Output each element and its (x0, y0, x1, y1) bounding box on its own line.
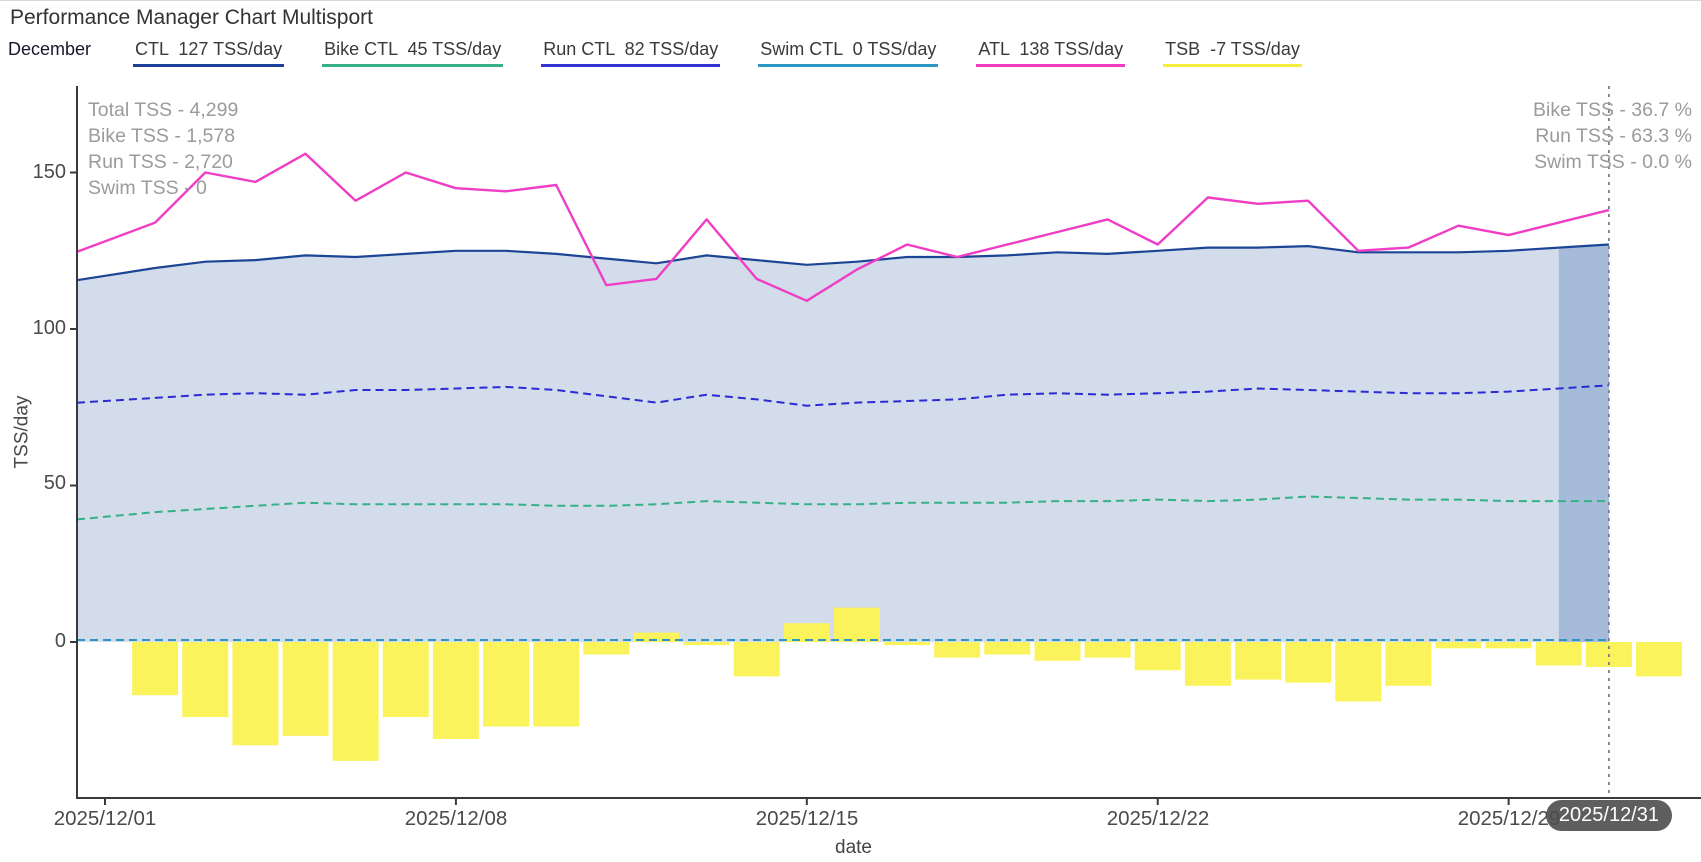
tsb-bar (182, 642, 229, 718)
total-tss-annotation: Total TSS - 4,299 Bike TSS - 1,578 Run T… (88, 97, 238, 201)
x-tick-dec15: 2025/12/15 (755, 807, 859, 830)
legend-item-swim-ctl[interactable]: Swim CTL 0 TSS/day (758, 37, 939, 67)
tsb-bar (432, 642, 479, 739)
tsb-bar (683, 642, 730, 646)
page-title: Performance Manager Chart Multisport (10, 6, 373, 29)
tsb-bar (382, 642, 429, 718)
y-tick-50: 50 (43, 472, 66, 494)
tsb-bar (483, 642, 529, 727)
tsb-bar (1235, 642, 1281, 680)
x-tick-dec08: 2025/12/08 (404, 807, 508, 830)
x-tick-dec01: 2025/12/01 (53, 807, 157, 830)
tsb-bar (1184, 642, 1231, 686)
y-tick-0: 0 (54, 630, 66, 652)
tsb-bar (1335, 642, 1382, 702)
ctl-area-fill (77, 244, 1609, 642)
y-axis-title: TSS/day (11, 395, 33, 469)
bike-ctl-line (76, 495, 1609, 521)
atl-line (76, 152, 1610, 302)
tsb-bar (633, 632, 680, 642)
tsb-bar (583, 642, 630, 655)
y-tick-150: 150 (32, 161, 66, 183)
bike-tss-line: Bike TSS - 1,578 (88, 125, 236, 147)
tss-percent-annotation: Bike TSS - 36.7 % Run TSS - 63.3 % Swim … (1533, 97, 1692, 175)
legend-item-tsb[interactable]: TSB -7 TSS/day (1163, 37, 1302, 67)
tsb-bar (1285, 642, 1332, 683)
x-axis-title: date (835, 837, 872, 858)
legend-item-bike-ctl[interactable]: Bike CTL 45 TSS/day (322, 37, 504, 67)
tsb-bar (934, 642, 981, 658)
month-label: December (8, 39, 92, 59)
tsb-bar (834, 607, 880, 642)
x-tick-dec29: 2025/12/29 (1457, 807, 1561, 830)
cursor-date-badge: 2025/12/31 (1545, 800, 1672, 831)
tsb-bar (1485, 642, 1532, 649)
tsb-bar (533, 642, 580, 727)
tsb-bar (1385, 642, 1432, 686)
legend-item-ctl[interactable]: CTL 127 TSS/day (133, 37, 285, 67)
tsb-bar (1535, 642, 1582, 666)
run-ctl-line (76, 384, 1609, 407)
tsb-bar (783, 623, 830, 642)
tsb-bar (232, 642, 279, 746)
legend-item-atl[interactable]: ATL 138 TSS/day (976, 37, 1126, 67)
tsb-bar (282, 642, 329, 736)
x-tick-dec22: 2025/12/22 (1106, 807, 1210, 830)
bike-tss-pct-line: Bike TSS - 36.7 % (1533, 99, 1692, 121)
tsb-bar (132, 642, 179, 696)
tsb-bar (332, 642, 379, 761)
tsb-bar (1134, 642, 1181, 671)
y-tick-100: 100 (32, 317, 66, 339)
tsb-bar (1084, 642, 1131, 658)
legend-row: December CTL 127 TSS/day Bike CTL 45 TSS… (8, 37, 1340, 67)
swim-tss-pct-line: Swim TSS - 0.0 % (1534, 151, 1692, 173)
ctl-line (76, 243, 1609, 282)
tsb-bar (984, 642, 1031, 655)
run-tss-pct-line: Run TSS - 63.3 % (1535, 125, 1692, 147)
legend-item-run-ctl[interactable]: Run CTL 82 TSS/day (541, 37, 721, 67)
tsb-bar (733, 642, 780, 677)
total-tss-line: Total TSS - 4,299 (88, 99, 239, 121)
run-tss-line: Run TSS - 2,720 (88, 151, 233, 173)
selected-day-highlight-band (1558, 244, 1609, 642)
tsb-bar (1034, 642, 1081, 661)
swim-tss-line: Swim TSS - 0 (88, 177, 207, 199)
tsb-bar (1636, 642, 1682, 677)
tsb-bar (1435, 642, 1482, 649)
tsb-bar (884, 642, 931, 646)
